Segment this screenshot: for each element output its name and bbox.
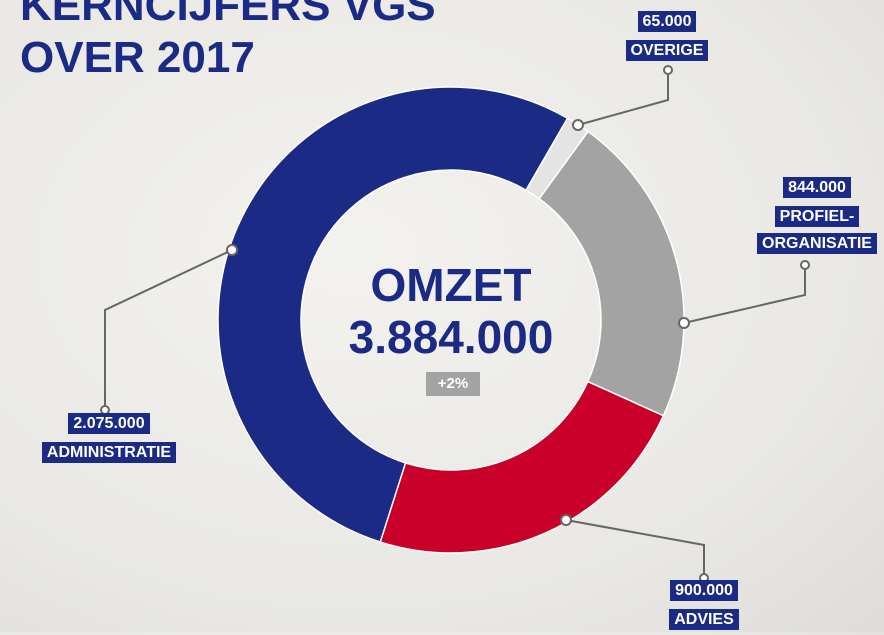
value-label: 844.000	[783, 177, 851, 198]
leader-line	[104, 249, 233, 410]
leader-line	[683, 265, 806, 324]
chart-title: KERNCIJFERS VGS OVER 2017	[20, 0, 436, 82]
center-title: OMZET	[370, 259, 532, 311]
donut-segment	[217, 86, 569, 543]
leader-dot	[800, 260, 810, 270]
leader-line	[565, 519, 705, 578]
center-value: 3.884.000	[348, 311, 554, 363]
donut-segment	[538, 130, 685, 417]
leader-line	[577, 70, 669, 126]
leader-dot	[226, 244, 238, 256]
leader-dot	[663, 65, 673, 75]
leader-dot	[572, 119, 584, 131]
leader-dot	[678, 317, 690, 329]
segment-label: 844.000 PROFIEL-ORGANISATIE	[742, 174, 884, 259]
category-label: ADMINISTRATIE	[41, 442, 177, 463]
segment-label: 65.000 OVERIGE	[612, 8, 722, 66]
value-label: 65.000	[637, 11, 697, 32]
category-label: ADVIES	[669, 609, 739, 630]
center-change: +2%	[426, 372, 480, 396]
category-label: OVERIGE	[625, 40, 709, 61]
value-label: 900.000	[670, 580, 738, 601]
donut-segment	[379, 380, 665, 554]
segment-label: 2.075.000 ADMINISTRATIE	[12, 410, 206, 468]
value-label: 2.075.000	[68, 413, 150, 434]
category-label: PROFIEL-ORGANISATIE	[757, 206, 877, 254]
leader-dot	[560, 514, 572, 526]
segment-label: 900.000 ADVIES	[650, 577, 758, 635]
